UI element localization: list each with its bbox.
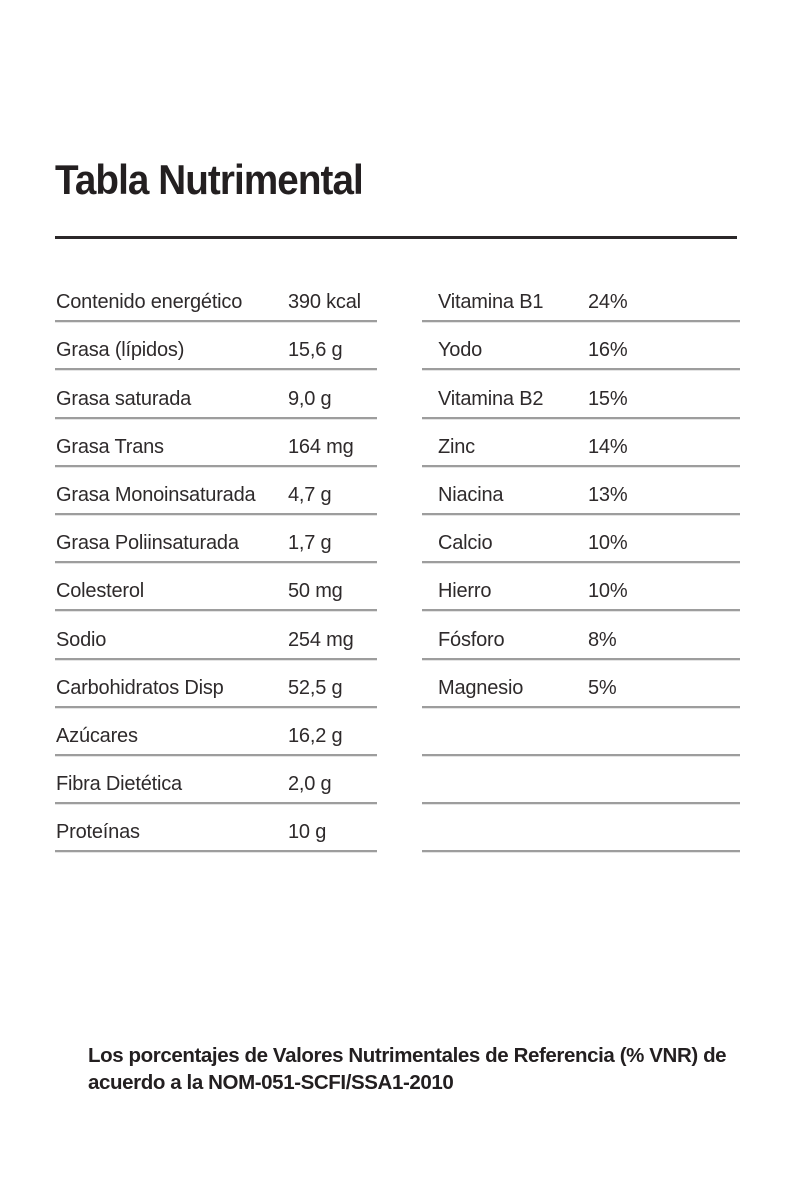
table-row-empty bbox=[422, 756, 740, 805]
table-row: Contenido energético 390 kcal bbox=[55, 274, 377, 323]
table-row: Vitamina B1 24% bbox=[422, 274, 740, 323]
row-value: 10% bbox=[588, 580, 628, 603]
row-value: 390 kcal bbox=[288, 291, 361, 314]
table-row: Grasa Poliinsaturada 1,7 g bbox=[55, 515, 377, 564]
row-label: Yodo bbox=[438, 339, 483, 362]
row-value: 164 mg bbox=[288, 435, 354, 458]
row-value: 16,2 g bbox=[288, 724, 343, 747]
table-row: Carbohidratos Disp 52,5 g bbox=[55, 660, 377, 708]
table-row: Yodo 16% bbox=[422, 322, 740, 371]
table-row-empty bbox=[422, 708, 740, 756]
row-value: 14% bbox=[588, 435, 628, 458]
table-row: Azúcares 16,2 g bbox=[55, 708, 377, 756]
row-label: Grasa saturada bbox=[56, 387, 192, 410]
row-label: Contenido energético bbox=[56, 291, 243, 314]
table-row: Calcio 10% bbox=[422, 515, 740, 564]
table-row: Sodio 254 mg bbox=[55, 611, 377, 660]
row-label: Grasa Monoinsaturada bbox=[56, 483, 256, 506]
page-title: Tabla Nutrimental bbox=[55, 156, 364, 203]
table-row: Grasa (lípidos) 15,6 g bbox=[55, 322, 377, 371]
row-label: Fibra Dietética bbox=[56, 773, 182, 796]
footer-note: Los porcentajes de Valores Nutrimentales… bbox=[88, 1042, 736, 1096]
table-row: Grasa saturada 9,0 g bbox=[55, 370, 377, 419]
row-label: Proteínas bbox=[56, 821, 140, 844]
table-row-empty bbox=[422, 804, 740, 853]
table-row: Vitamina B2 15% bbox=[422, 370, 740, 419]
row-value: 1,7 g bbox=[288, 532, 332, 555]
table-row: Niacina 13% bbox=[422, 467, 740, 515]
row-value: 15% bbox=[588, 387, 628, 410]
vitamins-table: Vitamina B1 24% Yodo 16% Vitamina B2 15%… bbox=[422, 274, 740, 853]
row-label: Colesterol bbox=[56, 580, 145, 603]
footer-note-line1: Los porcentajes de Valores Nutrimentales… bbox=[88, 1044, 727, 1067]
table-row: Fósforo 8% bbox=[422, 611, 740, 660]
row-value: 15,6 g bbox=[288, 339, 343, 362]
nutrients-table: Contenido energético 390 kcal Grasa (líp… bbox=[55, 274, 377, 853]
row-value: 13% bbox=[588, 483, 628, 506]
row-label: Zinc bbox=[438, 435, 475, 458]
row-label: Grasa Poliinsaturada bbox=[56, 532, 239, 555]
row-label: Sodio bbox=[56, 628, 107, 651]
row-value: 8% bbox=[588, 628, 617, 651]
row-label: Grasa Trans bbox=[56, 435, 164, 458]
row-value: 10% bbox=[588, 532, 628, 555]
row-value: 52,5 g bbox=[288, 676, 343, 699]
row-value: 16% bbox=[588, 339, 628, 362]
row-label: Carbohidratos Disp bbox=[56, 676, 224, 699]
row-value: 9,0 g bbox=[288, 387, 332, 410]
row-value: 10 g bbox=[288, 821, 327, 844]
table-row: Zinc 14% bbox=[422, 419, 740, 467]
row-label: Calcio bbox=[438, 532, 493, 555]
row-value: 5% bbox=[588, 676, 617, 699]
row-label: Vitamina B1 bbox=[438, 291, 544, 314]
row-label: Magnesio bbox=[438, 676, 524, 699]
row-label: Fósforo bbox=[438, 628, 505, 651]
row-label: Niacina bbox=[438, 483, 504, 506]
row-value: 24% bbox=[588, 291, 628, 314]
row-value: 254 mg bbox=[288, 628, 354, 651]
footer-note-line2: acuerdo a la NOM-051-SCFI/SSA1-2010 bbox=[88, 1071, 454, 1094]
table-row: Colesterol 50 mg bbox=[55, 563, 377, 612]
table-row: Proteínas 10 g bbox=[55, 804, 377, 853]
table-row: Magnesio 5% bbox=[422, 660, 740, 708]
row-label: Vitamina B2 bbox=[438, 387, 544, 410]
row-value: 2,0 g bbox=[288, 773, 332, 796]
row-value: 50 mg bbox=[288, 580, 343, 603]
table-row: Fibra Dietética 2,0 g bbox=[55, 756, 377, 805]
table-row: Grasa Monoinsaturada 4,7 g bbox=[55, 467, 377, 515]
row-value: 4,7 g bbox=[288, 483, 332, 506]
row-label: Azúcares bbox=[56, 724, 138, 747]
row-label: Hierro bbox=[438, 580, 492, 603]
table-row: Hierro 10% bbox=[422, 563, 740, 612]
row-label: Grasa (lípidos) bbox=[56, 339, 185, 362]
table-row: Grasa Trans 164 mg bbox=[55, 419, 377, 467]
title-divider bbox=[55, 236, 737, 239]
